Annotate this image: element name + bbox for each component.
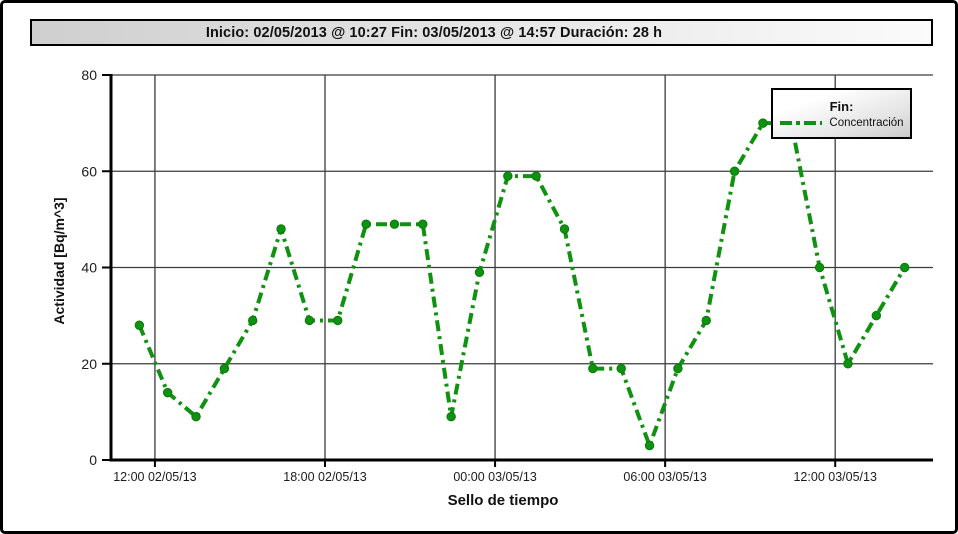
x-tick-label: 12:00 03/05/13 (793, 470, 876, 484)
y-tick-label: 60 (81, 163, 97, 179)
data-point-marker (219, 363, 230, 374)
legend-row: Concentración (779, 116, 904, 129)
series-line (137, 121, 907, 448)
data-point-marker (389, 219, 400, 229)
x-tick-label: 06:00 03/05/13 (623, 470, 706, 484)
data-point-marker (418, 219, 428, 229)
x-axis-label: Sello de tiempo (447, 492, 559, 509)
x-tick-label: 00:00 03/05/13 (453, 470, 536, 484)
data-point-marker (588, 363, 598, 374)
data-point-marker (729, 166, 740, 176)
x-tick-label: 12:00 02/05/13 (113, 470, 196, 484)
title-bar: Inicio: 02/05/2013 @ 10:27 Fin: 03/05/20… (30, 19, 933, 46)
y-tick-label: 0 (89, 452, 97, 468)
y-axis-label: Actividad [Bq/m^3] (51, 197, 67, 325)
data-point-marker (446, 411, 456, 422)
data-point-marker (162, 387, 173, 398)
data-point-marker (333, 315, 343, 326)
legend-line-sample-icon (780, 120, 823, 125)
concentration-chart: 0 20 40 60 80 12:00 02/05/13 18:00 02/05/13 00:… (81, 67, 933, 484)
data-point-marker (503, 171, 513, 181)
y-tick-label: 80 (81, 67, 97, 83)
legend-series-label: Concentración (829, 116, 904, 129)
data-point-marker (531, 171, 541, 181)
data-point-marker (899, 262, 910, 273)
data-point-marker (361, 219, 371, 229)
data-point-marker (191, 411, 201, 422)
data-point-marker (616, 363, 626, 374)
data-point-marker (843, 359, 853, 369)
data-point-marker (758, 118, 768, 128)
data-point-marker (644, 440, 655, 451)
y-tick-label: 40 (81, 260, 97, 276)
data-point-marker (673, 363, 683, 374)
legend-title: Fin: (829, 98, 854, 114)
data-point-marker (701, 315, 711, 326)
x-tick-label: 18:00 02/05/13 (283, 470, 366, 484)
title-text: Inicio: 02/05/2013 @ 10:27 Fin: 03/05/20… (205, 24, 663, 41)
data-point-marker (276, 224, 286, 234)
data-point-marker (559, 224, 570, 234)
data-point-marker (814, 262, 825, 273)
data-point-marker (474, 267, 485, 278)
data-point-marker (248, 315, 258, 326)
y-tick-label: 20 (81, 356, 97, 372)
data-point-marker (134, 320, 145, 330)
legend: Fin: Concentración (771, 88, 912, 139)
data-point-marker (871, 310, 882, 321)
data-point-marker (304, 315, 315, 326)
